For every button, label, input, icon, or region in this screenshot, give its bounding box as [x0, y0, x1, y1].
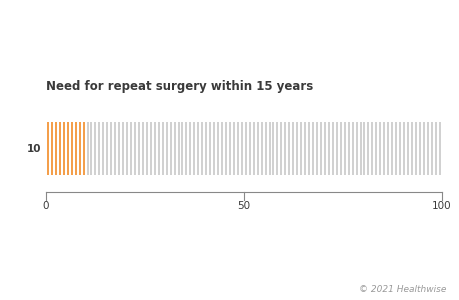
Text: 0: 0	[43, 201, 49, 211]
Text: © 2021 Healthwise: © 2021 Healthwise	[358, 285, 445, 294]
Text: 10: 10	[27, 143, 41, 154]
Text: Need for repeat surgery within 15 years: Need for repeat surgery within 15 years	[46, 80, 313, 93]
Text: 50: 50	[237, 201, 250, 211]
Text: 100: 100	[431, 201, 450, 211]
